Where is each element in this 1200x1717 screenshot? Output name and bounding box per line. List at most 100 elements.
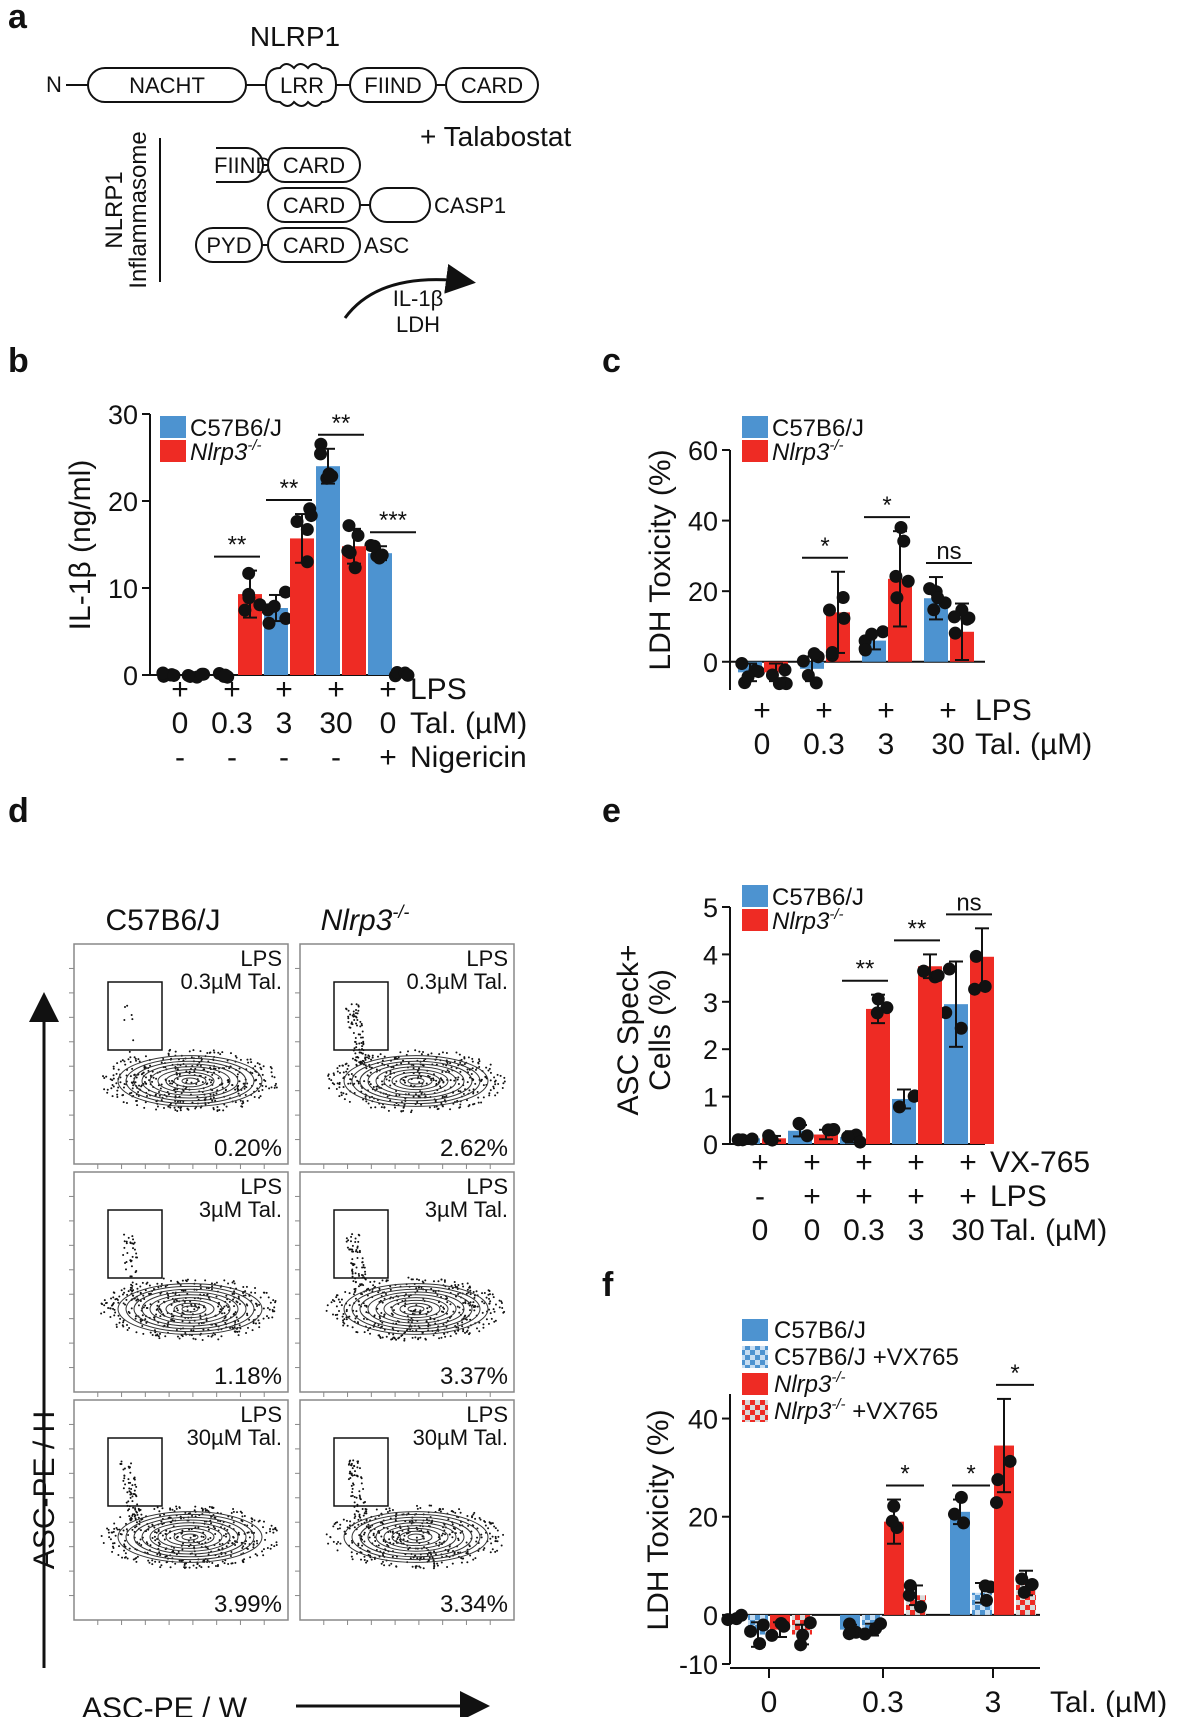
event-dot bbox=[227, 1563, 230, 1566]
condition-value: + bbox=[907, 1146, 925, 1179]
event-dot bbox=[129, 1056, 132, 1059]
event-dot bbox=[117, 1553, 120, 1556]
event-dot bbox=[146, 1281, 149, 1284]
event-dot bbox=[434, 1553, 437, 1556]
event-dot bbox=[407, 1276, 410, 1279]
flow-plot-treatment: 30µM Tal. bbox=[413, 1425, 508, 1450]
speck-dot bbox=[351, 1248, 354, 1251]
y-tick-label: 5 bbox=[703, 893, 718, 923]
event-dot bbox=[417, 1095, 420, 1098]
event-dot bbox=[449, 1062, 452, 1065]
speck-dot bbox=[358, 1251, 361, 1254]
event-dot bbox=[333, 1074, 336, 1077]
event-dot bbox=[250, 1291, 253, 1294]
event-dot bbox=[336, 1067, 339, 1070]
event-dot bbox=[233, 1282, 236, 1285]
event-dot bbox=[138, 1084, 141, 1087]
speck-dot bbox=[362, 1040, 365, 1043]
inflammasome-side-label: Inflammasome bbox=[125, 131, 152, 288]
event-dot bbox=[135, 1331, 138, 1334]
speck-gate bbox=[333, 981, 389, 1051]
event-dot bbox=[256, 1305, 259, 1308]
event-dot bbox=[217, 1338, 220, 1341]
event-dot bbox=[436, 1294, 439, 1297]
speck-dot bbox=[356, 1012, 359, 1015]
event-dot bbox=[495, 1540, 498, 1543]
event-dot bbox=[446, 1069, 449, 1072]
event-dot bbox=[387, 1064, 390, 1067]
event-dot bbox=[241, 1515, 244, 1518]
event-dot bbox=[212, 1049, 215, 1052]
event-dot bbox=[365, 1304, 368, 1307]
event-dot bbox=[461, 1282, 464, 1285]
event-dot bbox=[351, 1558, 354, 1561]
data-point bbox=[947, 1507, 961, 1521]
event-dot bbox=[474, 1082, 477, 1085]
event-dot bbox=[377, 1291, 380, 1294]
event-dot bbox=[467, 1524, 470, 1527]
data-point bbox=[990, 1496, 1004, 1510]
event-dot bbox=[434, 1290, 437, 1293]
event-dot bbox=[240, 1541, 243, 1544]
legend-label-ko: Nlrp3-/- bbox=[772, 437, 844, 466]
y-tick-label: 4 bbox=[703, 940, 718, 970]
event-dot bbox=[338, 1095, 341, 1098]
flow-plot-lps: LPS bbox=[240, 946, 282, 971]
data-point bbox=[858, 1627, 872, 1641]
event-dot bbox=[416, 1504, 419, 1507]
event-dot bbox=[257, 1074, 260, 1077]
event-dot bbox=[466, 1068, 469, 1071]
event-dot bbox=[199, 1064, 202, 1067]
speck-dot bbox=[362, 1487, 365, 1490]
event-dot bbox=[462, 1301, 465, 1304]
event-dot bbox=[358, 1303, 361, 1306]
event-dot bbox=[172, 1315, 175, 1318]
event-dot bbox=[152, 1076, 155, 1079]
condition-value: 0 bbox=[804, 1214, 821, 1247]
event-dot bbox=[378, 1315, 381, 1318]
event-dot bbox=[466, 1515, 469, 1518]
event-dot bbox=[107, 1307, 110, 1310]
speck-dot bbox=[135, 1252, 138, 1255]
event-dot bbox=[432, 1077, 435, 1080]
event-dot bbox=[273, 1086, 276, 1089]
event-dot bbox=[189, 1536, 192, 1539]
event-dot bbox=[231, 1281, 234, 1284]
event-dot bbox=[386, 1279, 389, 1282]
event-dot bbox=[472, 1088, 475, 1091]
data-point bbox=[968, 982, 982, 996]
event-dot bbox=[494, 1083, 497, 1086]
y-axis-label-2: Cells (%) bbox=[644, 969, 677, 1091]
event-dot bbox=[232, 1298, 235, 1301]
event-dot bbox=[457, 1284, 460, 1287]
event-dot bbox=[351, 1057, 354, 1060]
speck-dot bbox=[365, 1518, 368, 1521]
data-point bbox=[736, 1133, 750, 1147]
data-point bbox=[156, 666, 170, 680]
event-dot bbox=[338, 1301, 341, 1304]
event-dot bbox=[356, 1321, 359, 1324]
event-dot bbox=[271, 1316, 274, 1319]
event-dot bbox=[141, 1324, 144, 1327]
data-point bbox=[721, 1613, 735, 1627]
event-dot bbox=[462, 1330, 465, 1333]
event-dot bbox=[411, 1336, 414, 1339]
legend-label: Nlrp3-/- bbox=[774, 1369, 846, 1398]
contour-line bbox=[173, 1302, 207, 1316]
event-dot bbox=[416, 1507, 419, 1510]
event-dot bbox=[209, 1066, 212, 1069]
event-dot bbox=[153, 1507, 156, 1510]
event-dot bbox=[171, 1079, 174, 1082]
event-dot bbox=[395, 1080, 398, 1083]
event-dot bbox=[143, 1066, 146, 1069]
significance-label: *** bbox=[379, 507, 407, 534]
speck-dot bbox=[132, 1506, 135, 1509]
event-dot bbox=[460, 1058, 463, 1061]
event-dot bbox=[443, 1307, 446, 1310]
event-dot bbox=[141, 1281, 144, 1284]
event-dot bbox=[328, 1087, 331, 1090]
event-dot bbox=[478, 1060, 481, 1063]
event-dot bbox=[180, 1314, 183, 1317]
event-dot bbox=[163, 1538, 166, 1541]
contour-line bbox=[117, 1055, 263, 1107]
